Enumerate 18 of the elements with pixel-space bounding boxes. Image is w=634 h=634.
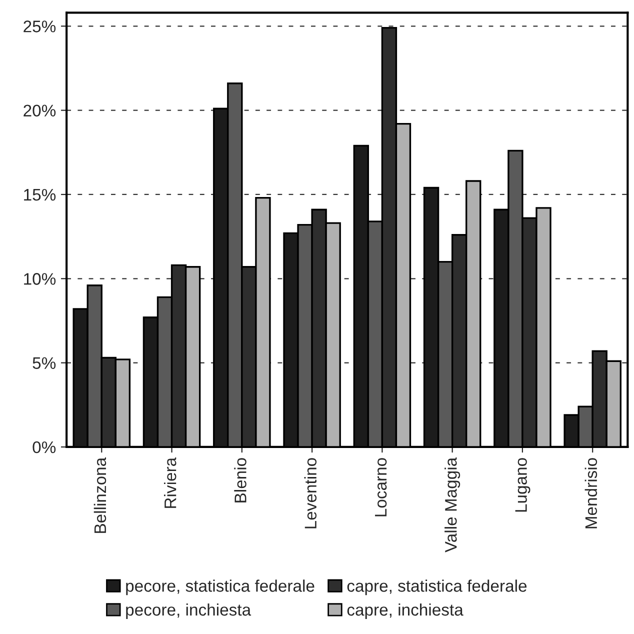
- y-tick-label: 0%: [32, 441, 56, 454]
- y-tick-label: 20%: [24, 104, 56, 117]
- y-tick-label: 5%: [32, 357, 56, 370]
- x-tick-label: Leventino: [304, 458, 317, 528]
- x-tick-label: Mendrisio: [584, 458, 598, 528]
- x-tick-label: Bellinzona: [94, 457, 106, 533]
- x-tick-label: Lugano: [515, 458, 530, 512]
- y-tick-label: 25%: [24, 20, 56, 32]
- legend-label: pecore, inchiesta: [126, 603, 252, 619]
- legend-label: capre, statistica federale: [347, 580, 527, 596]
- legend-label: pecore, statistica federale: [126, 580, 314, 596]
- x-tick-label: Valle Maggia: [444, 457, 460, 552]
- y-tick-label: 15%: [24, 188, 56, 201]
- x-tick-label: Blenio: [234, 458, 246, 502]
- y-tick-label: 10%: [24, 273, 56, 285]
- x-tick-label: Locarno: [375, 458, 387, 516]
- x-tick-label: Riviera: [164, 457, 176, 508]
- legend-label: capre, inchiesta: [347, 603, 464, 619]
